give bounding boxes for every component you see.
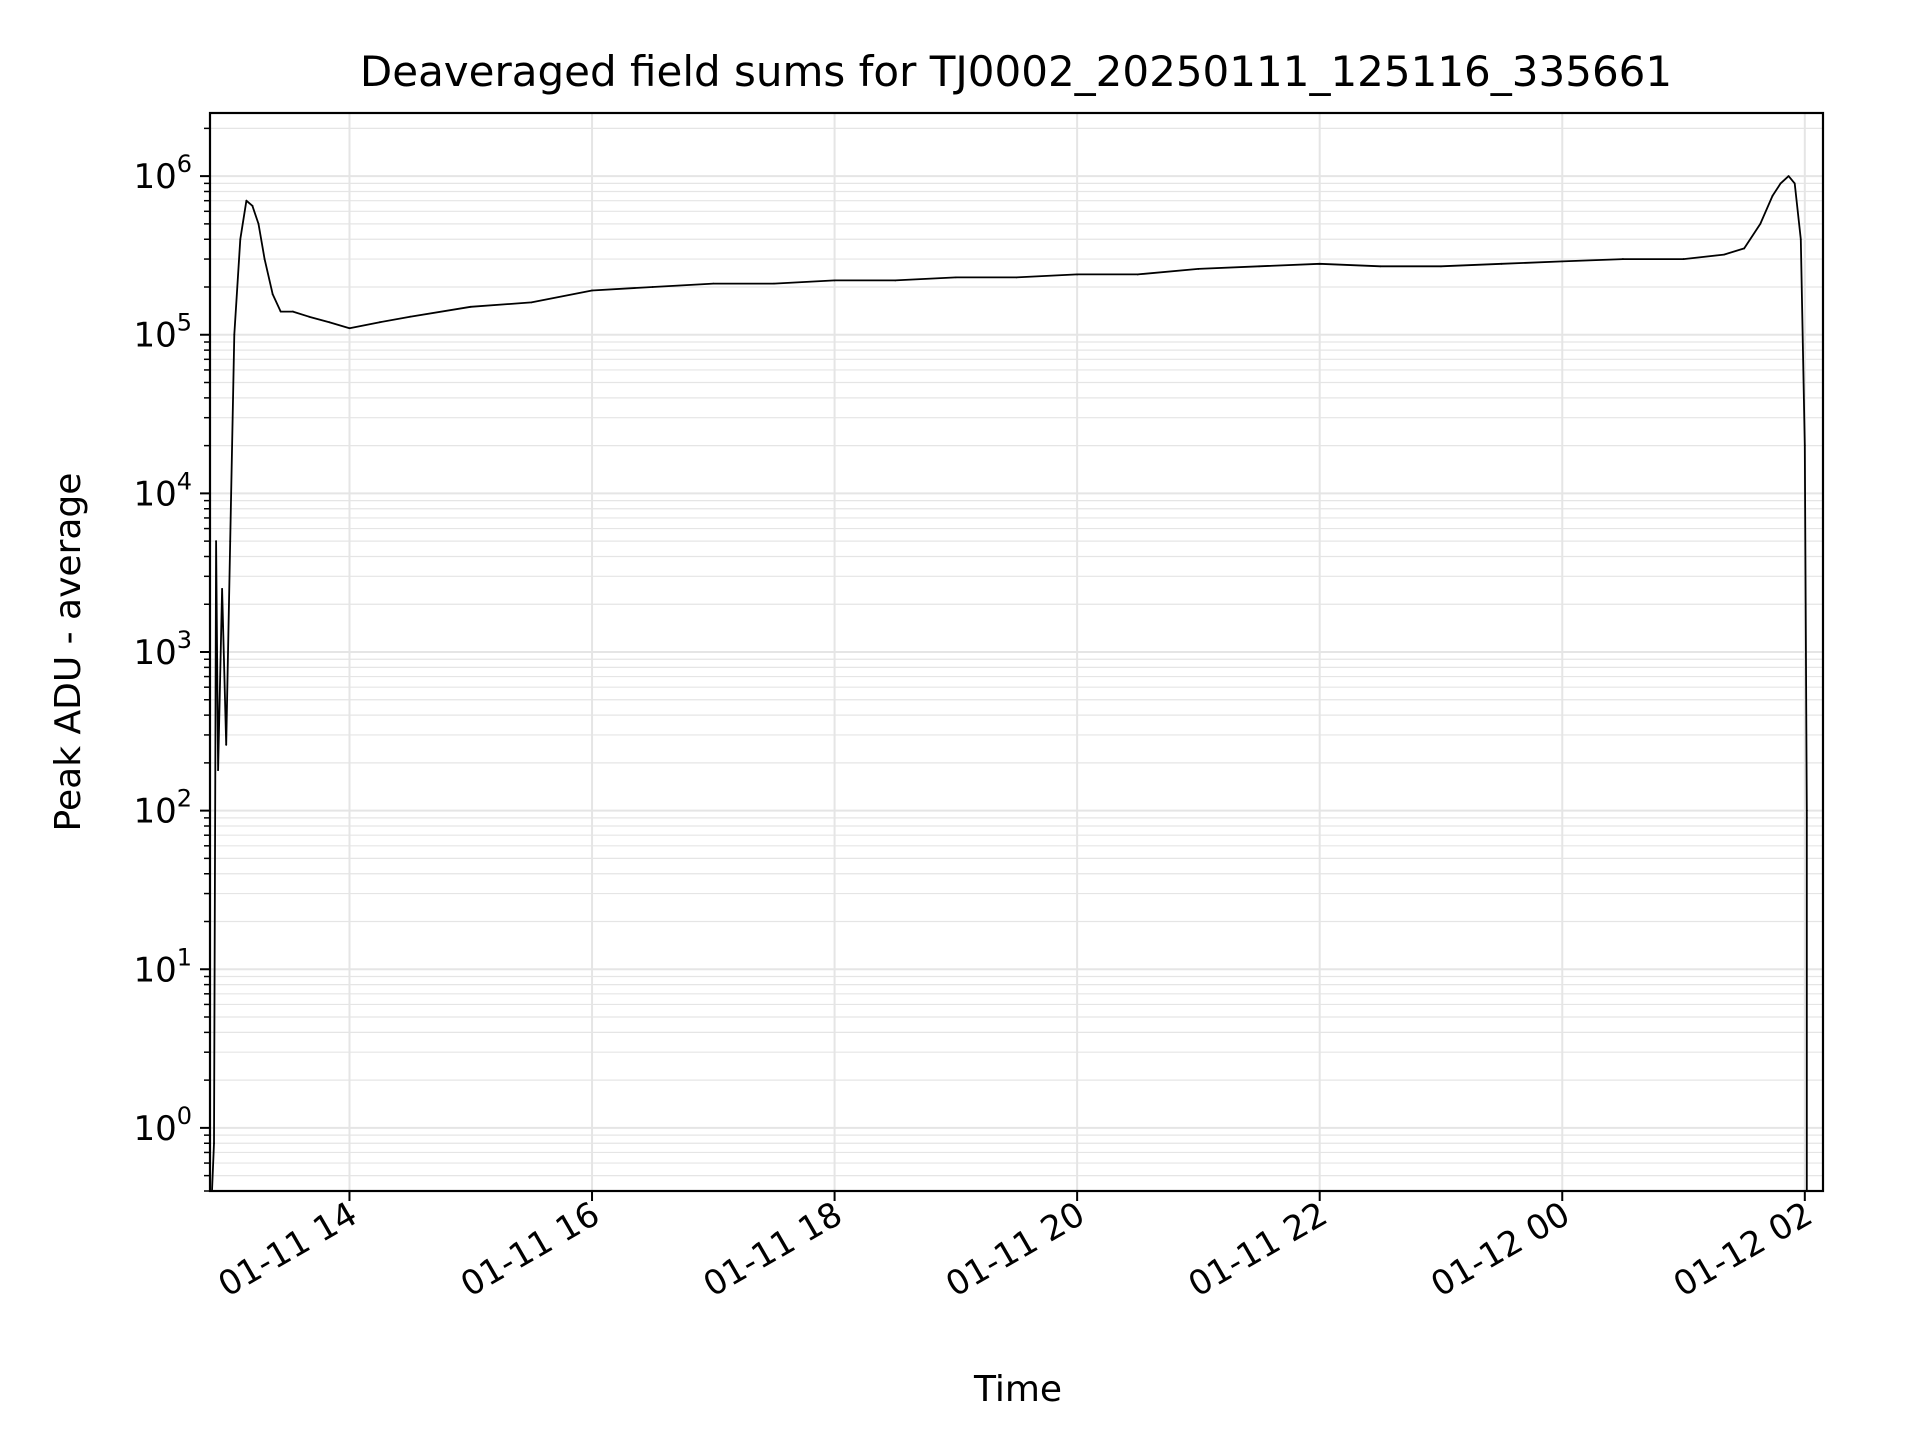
data-point xyxy=(1015,276,1018,279)
data-point xyxy=(1197,268,1200,270)
y-tick-exponent: 2 xyxy=(177,785,192,813)
data-point xyxy=(1379,265,1382,268)
grid-layer xyxy=(210,113,1823,1192)
data-point xyxy=(271,293,274,296)
data-point xyxy=(251,204,254,207)
data-point xyxy=(221,587,224,590)
y-tick-label: 101 xyxy=(133,943,192,990)
x-tick-label: 01-11 14 xyxy=(212,1194,364,1305)
data-point xyxy=(1779,182,1782,185)
y-tick-base: 10 xyxy=(133,633,176,673)
data-point xyxy=(833,279,836,282)
data-point xyxy=(712,282,715,285)
y-tick-base: 10 xyxy=(133,316,176,356)
y-tick-base: 10 xyxy=(133,792,176,832)
data-layer xyxy=(211,175,1808,1192)
data-point xyxy=(1723,253,1725,256)
x-tick-label: 01-12 02 xyxy=(1667,1194,1819,1305)
x-tick-label: 01-11 16 xyxy=(454,1194,606,1305)
data-point xyxy=(1136,273,1139,276)
y-tick-base: 10 xyxy=(133,474,176,514)
data-point xyxy=(308,315,310,318)
y-tick-base: 10 xyxy=(133,157,176,197)
y-tick-exponent: 1 xyxy=(177,943,192,971)
data-point xyxy=(530,301,533,304)
data-point xyxy=(263,258,266,260)
data-point xyxy=(894,279,897,282)
data-point xyxy=(239,238,242,241)
data-point xyxy=(1561,260,1564,263)
y-tick-exponent: 4 xyxy=(177,467,192,495)
y-tick-exponent: 6 xyxy=(177,150,192,178)
data-point xyxy=(213,1142,215,1145)
y-tick-label: 103 xyxy=(133,626,192,673)
y-axis-label: Peak ADU - average xyxy=(48,473,89,832)
y-tick-label: 104 xyxy=(133,467,192,514)
data-point xyxy=(378,321,381,324)
data-point xyxy=(328,321,331,324)
y-tick-label: 102 xyxy=(133,785,192,832)
data-point xyxy=(1076,273,1079,276)
x-tick-label: 01-12 00 xyxy=(1424,1194,1576,1305)
data-point xyxy=(1621,258,1624,260)
data-point xyxy=(257,222,260,225)
data-point xyxy=(1787,175,1790,178)
data-point xyxy=(1771,195,1774,197)
data-point xyxy=(1805,809,1808,812)
data-point xyxy=(651,286,654,288)
data-point xyxy=(1258,265,1260,268)
data-point xyxy=(1803,444,1806,447)
x-tick-label: 01-11 20 xyxy=(939,1194,1091,1305)
y-tick-base: 10 xyxy=(133,950,176,990)
data-point xyxy=(1793,182,1796,185)
y-tick-label: 105 xyxy=(133,309,192,356)
y-tick-base: 10 xyxy=(133,1109,176,1149)
x-axis-label: Time xyxy=(973,1369,1062,1410)
chart-title: Deaveraged field sums for TJ0002_2025011… xyxy=(360,47,1672,96)
data-point xyxy=(591,289,593,292)
data-point xyxy=(954,276,957,279)
y-tick-exponent: 0 xyxy=(177,1102,192,1130)
data-point xyxy=(229,540,232,543)
y-tick-label: 100 xyxy=(133,1102,192,1149)
data-point xyxy=(1440,265,1442,268)
data-series-line xyxy=(211,175,1808,1192)
data-point xyxy=(409,315,412,318)
y-tick-exponent: 3 xyxy=(177,626,192,654)
x-tick-label: 01-11 22 xyxy=(1182,1194,1334,1305)
data-point xyxy=(1500,262,1503,265)
data-point xyxy=(217,769,219,772)
data-point xyxy=(1759,222,1762,225)
y-tick-exponent: 5 xyxy=(177,309,192,337)
data-point xyxy=(245,199,248,202)
data-point xyxy=(1682,258,1685,260)
x-tick-label: 01-11 18 xyxy=(697,1194,849,1305)
data-point xyxy=(291,310,294,313)
data-point xyxy=(1805,816,1808,819)
data-point xyxy=(1799,238,1802,241)
data-point xyxy=(1743,247,1746,250)
y-tick-label: 106 xyxy=(133,150,192,197)
data-point xyxy=(773,282,775,285)
data-point xyxy=(233,333,236,336)
data-point xyxy=(215,540,217,543)
data-point xyxy=(348,327,351,330)
data-point xyxy=(1318,262,1321,265)
data-point xyxy=(225,743,228,746)
data-point xyxy=(279,310,282,313)
data-point xyxy=(469,305,472,308)
